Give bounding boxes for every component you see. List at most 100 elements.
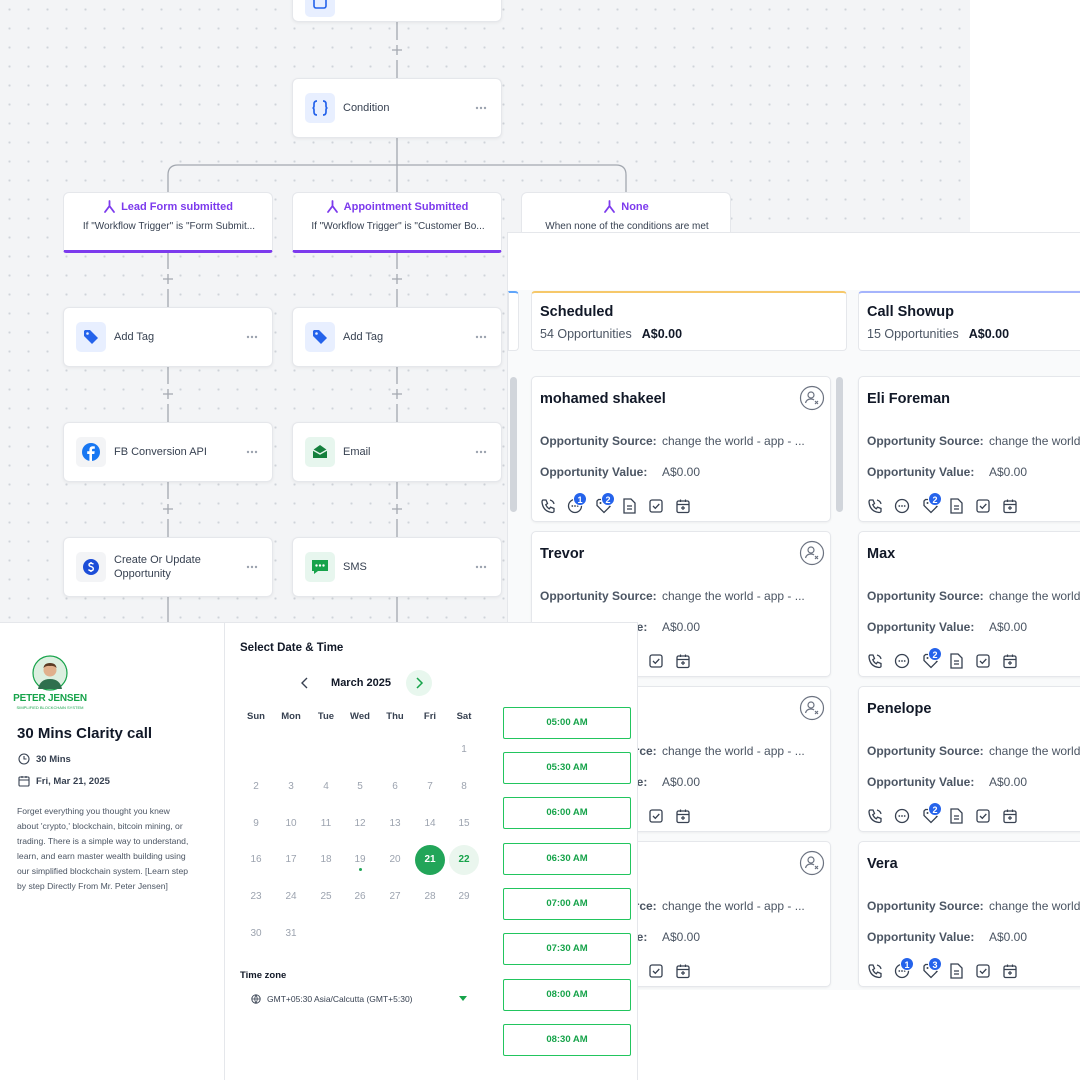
calendar-day[interactable]: 11: [320, 818, 332, 829]
calendar-day[interactable]: 21: [424, 854, 436, 865]
node-label: Condition: [343, 102, 390, 114]
contact-name: Max: [867, 546, 896, 562]
section-heading: Select Date & Time: [240, 642, 344, 654]
badge-count: 1: [573, 492, 587, 506]
action-icon: [894, 808, 910, 824]
calendar-day[interactable]: 8: [461, 781, 467, 792]
calendar-day[interactable]: 19: [354, 854, 366, 865]
calendar-day[interactable]: 25: [320, 891, 332, 902]
time-slot[interactable]: 07:00 AM: [503, 888, 631, 920]
time-slot[interactable]: 06:30 AM: [503, 843, 631, 875]
action-icon: [1003, 809, 1017, 824]
month-label: March 2025: [331, 677, 391, 689]
branch-header: None: [522, 200, 730, 214]
action-node: SMS: [292, 537, 502, 597]
calendar-day[interactable]: 23: [250, 891, 262, 902]
calendar-day[interactable]: 4: [323, 781, 329, 792]
opportunity-count: 15 Opportunities: [867, 327, 959, 341]
branch-header: Appointment Submitted: [293, 200, 501, 214]
calendar-day[interactable]: 16: [250, 854, 262, 865]
weekday: Sat: [456, 711, 472, 722]
calendar-day[interactable]: 13: [389, 818, 401, 829]
connector: [167, 138, 627, 192]
calendar-day[interactable]: 27: [389, 891, 401, 902]
calendar-day[interactable]: 1: [461, 744, 467, 755]
time-slot[interactable]: 05:00 AM: [503, 707, 631, 739]
node-icon: [76, 552, 106, 582]
time-slot[interactable]: 08:30 AM: [503, 1024, 631, 1056]
icon: [312, 445, 328, 458]
action-icon: [950, 653, 963, 669]
calendar-day[interactable]: 5: [357, 781, 363, 792]
more-menu: [475, 106, 487, 110]
node-icon: [305, 93, 335, 123]
calendar-day[interactable]: 22: [458, 854, 470, 865]
connector: [163, 504, 173, 514]
avatar: [32, 655, 68, 691]
time-slot[interactable]: 05:30 AM: [503, 752, 631, 784]
contact-name: Eli Foreman: [867, 391, 950, 407]
scrollbar: [836, 377, 843, 512]
field-label: Opportunity Source:: [540, 434, 657, 448]
calendar-day[interactable]: 31: [285, 928, 297, 939]
icon: [312, 560, 328, 574]
calendar-day[interactable]: 3: [288, 781, 294, 792]
icon: [313, 330, 327, 344]
calendar-day[interactable]: 14: [424, 818, 436, 829]
time-slot[interactable]: 08:00 AM: [503, 979, 631, 1011]
calendar-day[interactable]: 18: [320, 854, 332, 865]
calendar-day[interactable]: 2: [253, 781, 259, 792]
calendar-day[interactable]: 26: [354, 891, 366, 902]
action-icon: [976, 809, 990, 823]
action-node: FB Conversion API: [63, 422, 273, 482]
node-label: Add Tag: [343, 331, 384, 343]
field-value: A$0.00: [989, 465, 1028, 479]
prev-month: [301, 677, 308, 689]
event-duration: 30 Mins: [36, 754, 71, 765]
weekday: Tue: [317, 711, 335, 722]
calendar-day[interactable]: 6: [392, 781, 398, 792]
stage-header: [508, 291, 519, 351]
field-value: change the world - app - ...: [989, 589, 1080, 603]
available-day-bg: [449, 845, 479, 875]
field-label: Opportunity Value:: [867, 620, 975, 634]
stage-value: A$0.00: [968, 327, 1010, 341]
action-icon: [649, 964, 663, 978]
assign-button: [799, 540, 825, 566]
calendar-day[interactable]: 7: [427, 781, 433, 792]
calendar-day[interactable]: 24: [285, 891, 297, 902]
connector: [392, 504, 402, 514]
icon: [82, 443, 100, 461]
calendar-day[interactable]: 28: [424, 891, 436, 902]
timezone-select[interactable]: GMT+05:30 Asia/Calcutta (GMT+5:30): [267, 994, 413, 1004]
calendar-day[interactable]: 20: [389, 854, 401, 865]
calendar-day[interactable]: 10: [285, 818, 297, 829]
calendar-day[interactable]: 12: [354, 818, 366, 829]
field-value: A$0.00: [989, 620, 1028, 634]
field-value: change the world - app - ...: [662, 744, 805, 758]
calendar-day[interactable]: 29: [458, 891, 470, 902]
node-label: SMS: [343, 561, 367, 573]
calendar-day[interactable]: 15: [458, 818, 470, 829]
action-icon: [541, 499, 555, 514]
scrollbar: [510, 377, 517, 512]
action-icon: [676, 499, 690, 514]
weekday: Sun: [247, 711, 265, 722]
time-slot[interactable]: 07:30 AM: [503, 933, 631, 965]
badge-count: 2: [928, 802, 942, 816]
calendar-day[interactable]: 17: [285, 854, 297, 865]
calendar-day[interactable]: 9: [253, 818, 259, 829]
node-label: FB Conversion API: [114, 446, 207, 458]
event-title: 30 Mins Clarity call: [17, 725, 153, 742]
field-label: Opportunity Source:: [867, 744, 984, 758]
icon: [326, 200, 338, 213]
calendar-day[interactable]: 30: [250, 928, 262, 939]
action-icon: [676, 809, 690, 824]
badge-count: 2: [601, 492, 615, 506]
field-label: Opportunity Value:: [540, 465, 648, 479]
icon: [84, 330, 98, 344]
connector: [392, 389, 402, 399]
time-slot[interactable]: 06:00 AM: [503, 797, 631, 829]
action-icon: [623, 498, 636, 514]
timezone-label: Time zone: [240, 970, 287, 981]
